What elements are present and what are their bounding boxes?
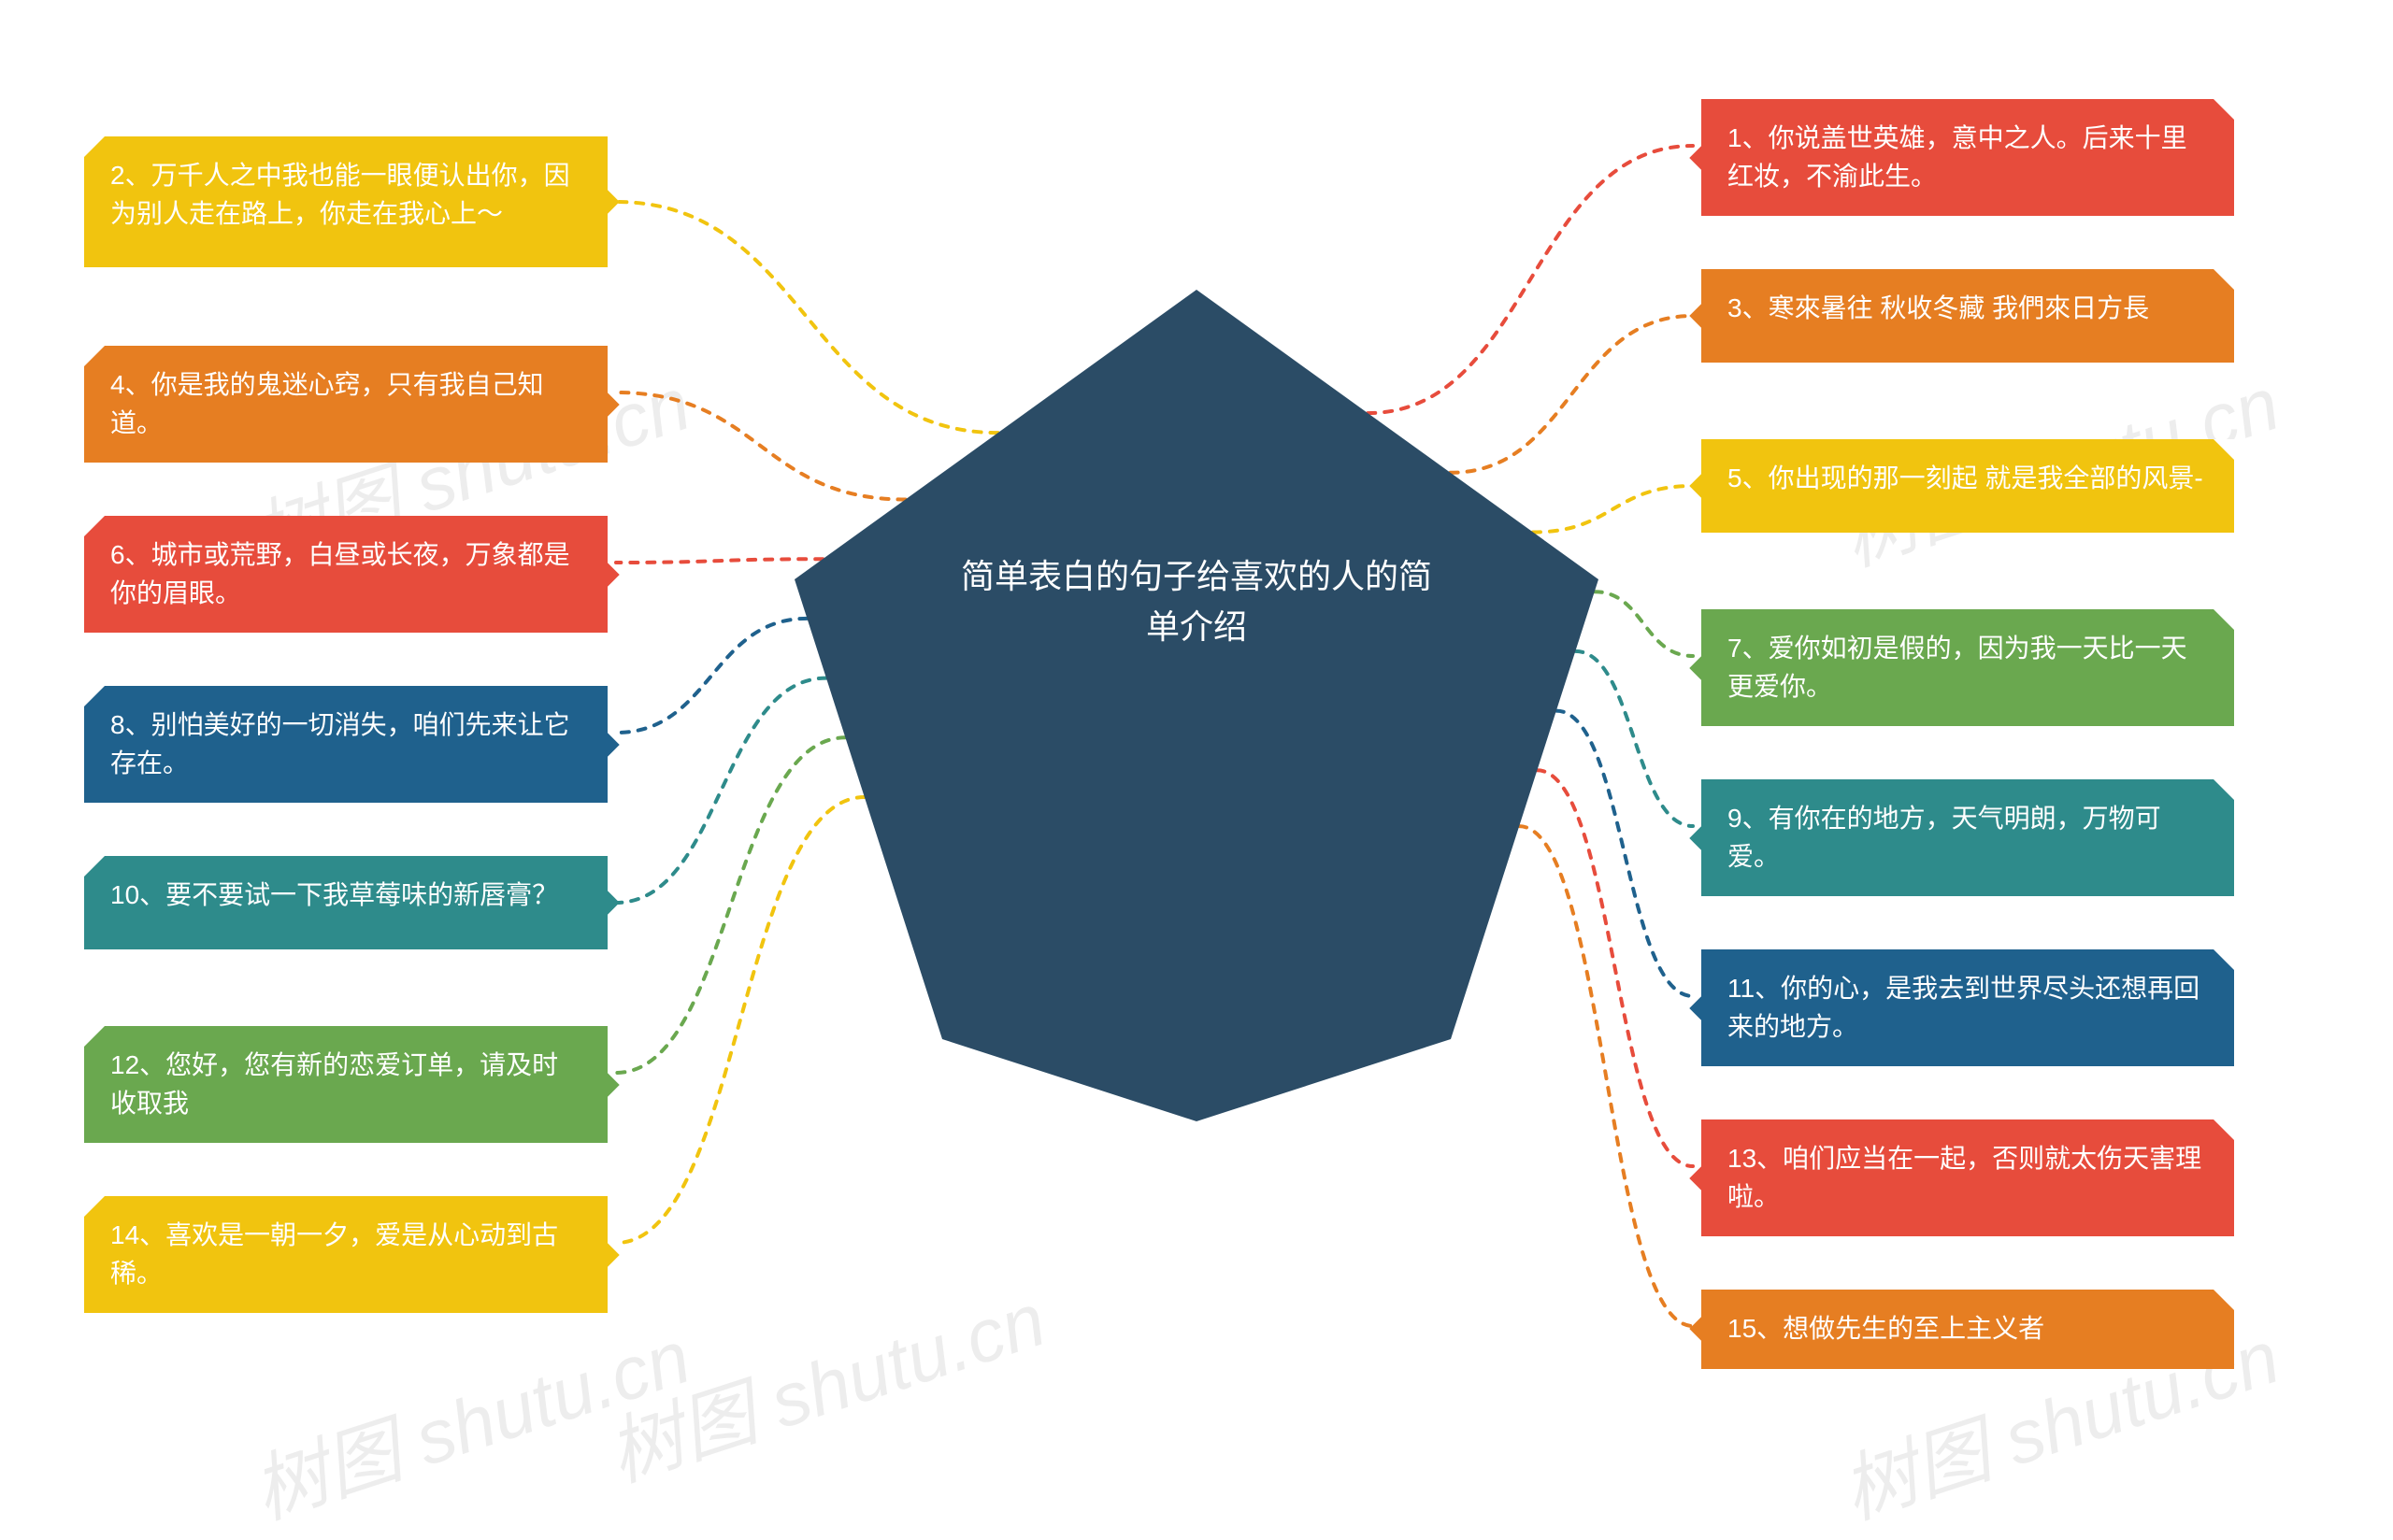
node-text: 12、您好，您有新的恋爱订单，请及时收取我 [110, 1047, 581, 1122]
node-notch [2214, 269, 2234, 290]
node-text: 5、你出现的那一刻起 就是我全部的风景- [1727, 460, 2208, 498]
node-notch [84, 346, 105, 366]
node-notch [2214, 609, 2234, 630]
node-text: 4、你是我的鬼迷心窍，只有我自己知道。 [110, 366, 581, 442]
node-notch [2214, 439, 2234, 460]
node-text: 11、你的心，是我去到世界尽头还想再回来的地方。 [1727, 970, 2208, 1046]
branch-node-6: 6、城市或荒野，白昼或长夜，万象都是你的眉眼。 [84, 516, 608, 633]
center-title: 简单表白的句子给喜欢的人的简单介绍 [953, 551, 1440, 652]
branch-node-12: 12、您好，您有新的恋爱订单，请及时收取我 [84, 1026, 608, 1143]
node-notch [84, 856, 105, 877]
branch-node-1: 1、你说盖世英雄，意中之人。后来十里红妆，不渝此生。 [1701, 99, 2234, 216]
branch-node-5: 5、你出现的那一刻起 就是我全部的风景- [1701, 439, 2234, 533]
branch-node-4: 4、你是我的鬼迷心窍，只有我自己知道。 [84, 346, 608, 463]
branch-node-10: 10、要不要试一下我草莓味的新唇膏？ [84, 856, 608, 949]
mindmap-canvas: 树图 shutu.cn树图 shutu.cn树图 shutu.cn树图 shut… [0, 0, 2393, 1482]
node-text: 9、有你在的地方，天气明朗，万物可爱。 [1727, 800, 2208, 876]
node-notch [2214, 949, 2234, 970]
node-notch [2214, 779, 2234, 800]
node-notch [84, 686, 105, 706]
node-text: 10、要不要试一下我草莓味的新唇膏？ [110, 877, 581, 915]
branch-node-7: 7、爱你如初是假的，因为我一天比一天更爱你。 [1701, 609, 2234, 726]
branch-node-3: 3、寒來暑往 秋收冬藏 我們來日方長 [1701, 269, 2234, 363]
node-text: 13、咱们应当在一起，否则就太伤天害理啦。 [1727, 1140, 2208, 1216]
node-text: 3、寒來暑往 秋收冬藏 我們來日方長 [1727, 290, 2208, 328]
node-notch [2214, 1290, 2234, 1310]
node-notch [84, 516, 105, 536]
node-text: 2、万千人之中我也能一眼便认出你，因为别人走在路上，你走在我心上～ [110, 157, 581, 233]
node-text: 1、你说盖世英雄，意中之人。后来十里红妆，不渝此生。 [1727, 120, 2208, 195]
node-notch [84, 136, 105, 157]
node-notch [2214, 99, 2234, 120]
node-text: 8、别怕美好的一切消失，咱们先来让它存在。 [110, 706, 581, 782]
node-text: 15、想做先生的至上主义者 [1727, 1310, 2208, 1348]
branch-node-2: 2、万千人之中我也能一眼便认出你，因为别人走在路上，你走在我心上～ [84, 136, 608, 267]
branch-node-9: 9、有你在的地方，天气明朗，万物可爱。 [1701, 779, 2234, 896]
node-notch [84, 1026, 105, 1047]
node-notch [84, 1196, 105, 1217]
branch-node-8: 8、别怕美好的一切消失，咱们先来让它存在。 [84, 686, 608, 803]
branch-node-13: 13、咱们应当在一起，否则就太伤天害理啦。 [1701, 1119, 2234, 1236]
node-text: 7、爱你如初是假的，因为我一天比一天更爱你。 [1727, 630, 2208, 706]
node-notch [2214, 1119, 2234, 1140]
branch-node-15: 15、想做先生的至上主义者 [1701, 1290, 2234, 1369]
branch-node-14: 14、喜欢是一朝一夕，爱是从心动到古稀。 [84, 1196, 608, 1313]
branch-node-11: 11、你的心，是我去到世界尽头还想再回来的地方。 [1701, 949, 2234, 1066]
node-text: 6、城市或荒野，白昼或长夜，万象都是你的眉眼。 [110, 536, 581, 612]
node-text: 14、喜欢是一朝一夕，爱是从心动到古稀。 [110, 1217, 581, 1292]
